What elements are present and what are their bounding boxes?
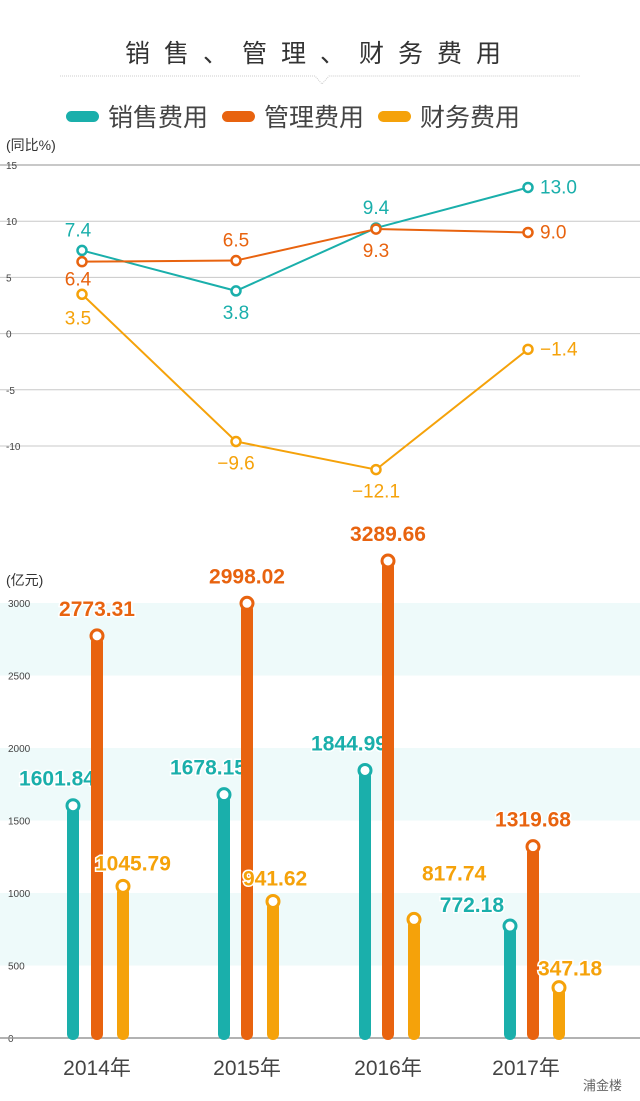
bar-data-label: 3289.66	[350, 523, 426, 546]
bar	[504, 926, 516, 1040]
line-point	[522, 226, 534, 239]
line-data-label: 3.5	[65, 308, 91, 329]
legend: 销售费用 管理费用 财务费用	[66, 98, 534, 134]
legend-label: 销售费用	[108, 103, 209, 132]
bar-cap	[525, 839, 541, 855]
y-tick-label: 1000	[8, 889, 31, 900]
bar-data-label: 772.18	[440, 894, 505, 917]
y-tick-label: 10	[6, 217, 18, 228]
y-tick-label: -10	[6, 442, 21, 453]
bar-cap	[406, 911, 422, 927]
line-data-label: −12.1	[352, 482, 400, 503]
line-data-label: −1.4	[540, 339, 578, 360]
line-data-label: 13.0	[540, 177, 577, 198]
line-data-label: 7.4	[65, 220, 92, 241]
bar-data-label: 1601.84	[19, 768, 95, 791]
line-data-label: −9.6	[217, 454, 255, 475]
bar-cap	[65, 798, 81, 814]
line-point	[76, 255, 88, 268]
line-point	[230, 435, 242, 448]
line-point	[76, 244, 88, 257]
legend-swatch	[378, 110, 412, 122]
bar-cap	[380, 553, 396, 569]
line-point	[370, 223, 382, 235]
bar-data-label: 1319.68	[495, 809, 571, 832]
line-data-label: 6.4	[65, 270, 92, 291]
bar	[241, 603, 253, 1040]
line-data-label: 6.5	[223, 231, 249, 252]
bar-cap	[216, 787, 232, 803]
bar-data-label: 2998.02	[209, 565, 285, 588]
bar	[382, 560, 394, 1040]
title-divider	[60, 75, 580, 85]
line-point	[76, 288, 88, 301]
bar	[91, 635, 103, 1040]
line-point	[522, 343, 534, 356]
bar	[527, 846, 539, 1040]
line-series-2	[81, 293, 529, 471]
y-tick-label: 5	[6, 273, 12, 284]
y-tick-label: 3000	[8, 599, 31, 610]
bar	[553, 987, 565, 1040]
y-axis-label: (同比%)	[6, 137, 56, 153]
bar-data-label: 1678.15	[170, 757, 246, 780]
x-tick-label: 2016年	[354, 1057, 422, 1080]
bar-cap	[502, 918, 518, 934]
line-series-1	[81, 228, 529, 263]
legend-swatch	[66, 110, 99, 122]
background-band	[0, 748, 640, 821]
bar-cap	[357, 762, 373, 778]
bar	[218, 794, 230, 1040]
line-point	[230, 254, 242, 267]
bar	[267, 901, 279, 1040]
y-tick-label: 0	[8, 1034, 14, 1045]
line-data-label: 3.8	[223, 303, 249, 324]
line-point	[522, 181, 534, 194]
bar-data-label: 817.74	[422, 862, 487, 885]
y-tick-label: 500	[8, 962, 25, 973]
line-data-label: 9.4	[363, 198, 390, 219]
bar-cap	[551, 980, 567, 996]
bar-data-label: 941.62	[243, 867, 307, 890]
line-data-label: 9.0	[540, 222, 566, 243]
y-tick-label: 2500	[8, 672, 31, 683]
background-band	[0, 603, 640, 676]
bar-cap	[115, 878, 131, 894]
legend-item-sales: 销售费用	[66, 98, 208, 134]
bar-data-label: 1045.79	[95, 852, 171, 875]
legend-item-admin: 管理费用	[222, 98, 364, 134]
bar	[359, 770, 371, 1040]
bar	[67, 805, 79, 1040]
chart-title: 销售、管理、财务费用	[124, 39, 515, 68]
bar-cap	[239, 595, 255, 611]
legend-label: 财务费用	[420, 103, 521, 132]
x-tick-label: 2014年	[63, 1057, 131, 1080]
bar	[408, 919, 420, 1040]
y-tick-label: 1500	[8, 817, 31, 828]
line-data-label: 9.3	[363, 241, 389, 262]
bar-data-label: 347.18	[538, 958, 603, 981]
line-point	[370, 463, 382, 476]
bar	[117, 886, 129, 1040]
x-tick-label: 2017年	[492, 1057, 560, 1080]
y-axis-label: (亿元)	[6, 572, 43, 588]
bar-cap	[265, 893, 281, 909]
bar-cap	[89, 628, 105, 644]
watermark: 浦金楼	[583, 1078, 622, 1093]
y-tick-label: 2000	[8, 744, 31, 755]
line-series-0	[81, 186, 529, 292]
x-tick-label: 2015年	[213, 1057, 281, 1080]
y-tick-label: -5	[6, 386, 15, 397]
legend-label: 管理费用	[264, 103, 365, 132]
y-tick-label: 15	[6, 161, 18, 172]
legend-item-finance: 财务费用	[378, 98, 520, 134]
legend-swatch	[222, 110, 256, 122]
bar-data-label: 1844.99	[311, 732, 387, 755]
bar-data-label: 2773.31	[59, 598, 135, 621]
line-point	[230, 285, 242, 297]
y-tick-label: 0	[6, 330, 12, 341]
